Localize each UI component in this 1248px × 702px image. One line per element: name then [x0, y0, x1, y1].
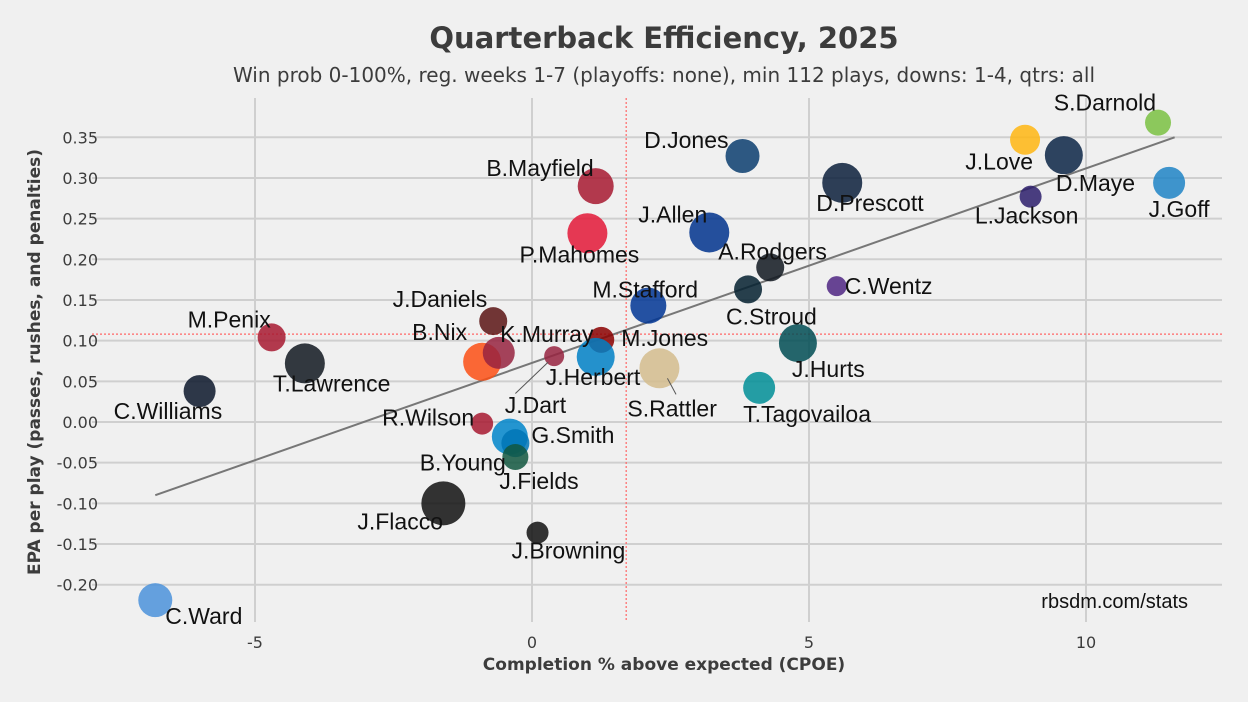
y-tick-label: 0.15 [62, 291, 98, 310]
data-point [743, 371, 776, 404]
point-label: G.Smith [531, 422, 614, 448]
point-label: C.Stroud [726, 303, 817, 329]
point-label: P.Mahomes [520, 241, 640, 267]
point-label: B.Mayfield [486, 155, 593, 181]
point-label: J.Allen [638, 201, 707, 227]
data-point [576, 337, 615, 376]
data-point [1010, 124, 1041, 155]
data-point [639, 348, 680, 389]
data-point [822, 162, 863, 203]
x-tick-label: 0 [527, 633, 537, 652]
data-point [1019, 185, 1042, 208]
data-point [482, 336, 515, 369]
data-point [630, 287, 667, 324]
data-point [1044, 136, 1083, 175]
data-point [689, 212, 730, 253]
point-label: B.Young [420, 450, 506, 476]
leader-line [666, 378, 677, 395]
y-tick-label: 0.25 [62, 210, 98, 229]
point-label: A.Rodgers [718, 238, 827, 264]
chart-credit: rbsdm.com/stats [1041, 591, 1188, 613]
point-label: M.Penix [188, 306, 272, 332]
y-tick-label: -0.20 [57, 576, 98, 595]
point-label: B.Nix [412, 319, 467, 345]
data-point [421, 481, 466, 526]
data-point [778, 324, 817, 363]
point-label: L.Jackson [975, 203, 1079, 229]
y-tick-label: -0.15 [57, 535, 98, 554]
point-label: C.Wentz [845, 273, 933, 299]
point-label: J.Herbert [546, 364, 641, 390]
point-label: K.Murray [500, 321, 594, 347]
data-point [1145, 109, 1172, 136]
chart-subtitle: Win prob 0-100%, reg. weeks 1-7 (playoff… [233, 63, 1095, 87]
y-tick-label: 0.00 [62, 413, 98, 432]
data-point [725, 138, 760, 173]
point-label: D.Maye [1056, 170, 1135, 196]
point-label: J.Dart [505, 392, 567, 418]
point-label: T.Lawrence [273, 370, 391, 396]
point-label: J.Fields [499, 468, 578, 494]
point-label: S.Darnold [1054, 90, 1156, 116]
x-axis-ticks: -5 0 5 10 [247, 633, 1096, 652]
y-tick-label: 0.20 [62, 250, 98, 269]
point-label: S.Rattler [627, 395, 717, 421]
point-label: D.Jones [644, 127, 728, 153]
data-point [183, 375, 216, 408]
data-point [577, 168, 614, 205]
y-tick-label: 0.30 [62, 169, 98, 188]
data-point [734, 275, 763, 304]
data-point [756, 253, 785, 282]
point-label: T.Tagovailoa [743, 401, 871, 427]
data-points [138, 109, 1186, 618]
trend-line [154, 136, 1175, 497]
x-tick-label: -5 [247, 633, 263, 652]
chart-title: Quarterback Efficiency, 2025 [429, 21, 898, 55]
data-point [526, 521, 549, 544]
data-point [502, 443, 529, 470]
point-label: D.Prescott [816, 190, 924, 216]
y-tick-label: 0.05 [62, 372, 98, 391]
point-labels: S.Darnold J.Love D.Maye D.Jones J.Goff D.Pres… [114, 90, 1211, 630]
point-label: J.Love [965, 149, 1033, 175]
y-axis-label: EPA per play (passes, rushes, and penalt… [25, 149, 45, 575]
x-tick-label: 10 [1076, 633, 1096, 652]
point-label: J.Browning [512, 538, 626, 564]
x-axis-label: Completion % above expected (CPOE) [483, 655, 845, 675]
point-label: C.Ward [165, 603, 242, 629]
y-tick-label: 0.10 [62, 332, 98, 351]
point-label: J.Goff [1149, 196, 1211, 222]
point-label: M.Jones [621, 325, 708, 351]
trend-line-group [154, 136, 1175, 497]
point-label: J.Hurts [792, 356, 865, 382]
data-point [826, 276, 847, 297]
data-point [284, 343, 325, 384]
data-point [471, 412, 494, 435]
point-label: J.Flacco [357, 508, 443, 534]
data-point [479, 307, 508, 336]
data-point [544, 346, 565, 367]
y-tick-label: 0.35 [62, 128, 98, 147]
x-tick-label: 5 [804, 633, 814, 652]
point-label: R.Wilson [382, 405, 474, 431]
y-tick-label: -0.05 [57, 454, 98, 473]
y-tick-label: -0.10 [57, 494, 98, 513]
point-label: J.Daniels [393, 286, 488, 312]
point-label: M.Stafford [592, 277, 698, 303]
leader-line [515, 361, 549, 394]
data-point [138, 583, 173, 618]
data-point [257, 323, 286, 352]
data-point [567, 213, 608, 254]
point-label: C.Williams [114, 398, 223, 424]
data-point [1153, 166, 1186, 199]
y-axis-ticks: -0.20 -0.15 -0.10 -0.05 0.00 0.05 0.10 0.15 0.20… [57, 128, 98, 594]
